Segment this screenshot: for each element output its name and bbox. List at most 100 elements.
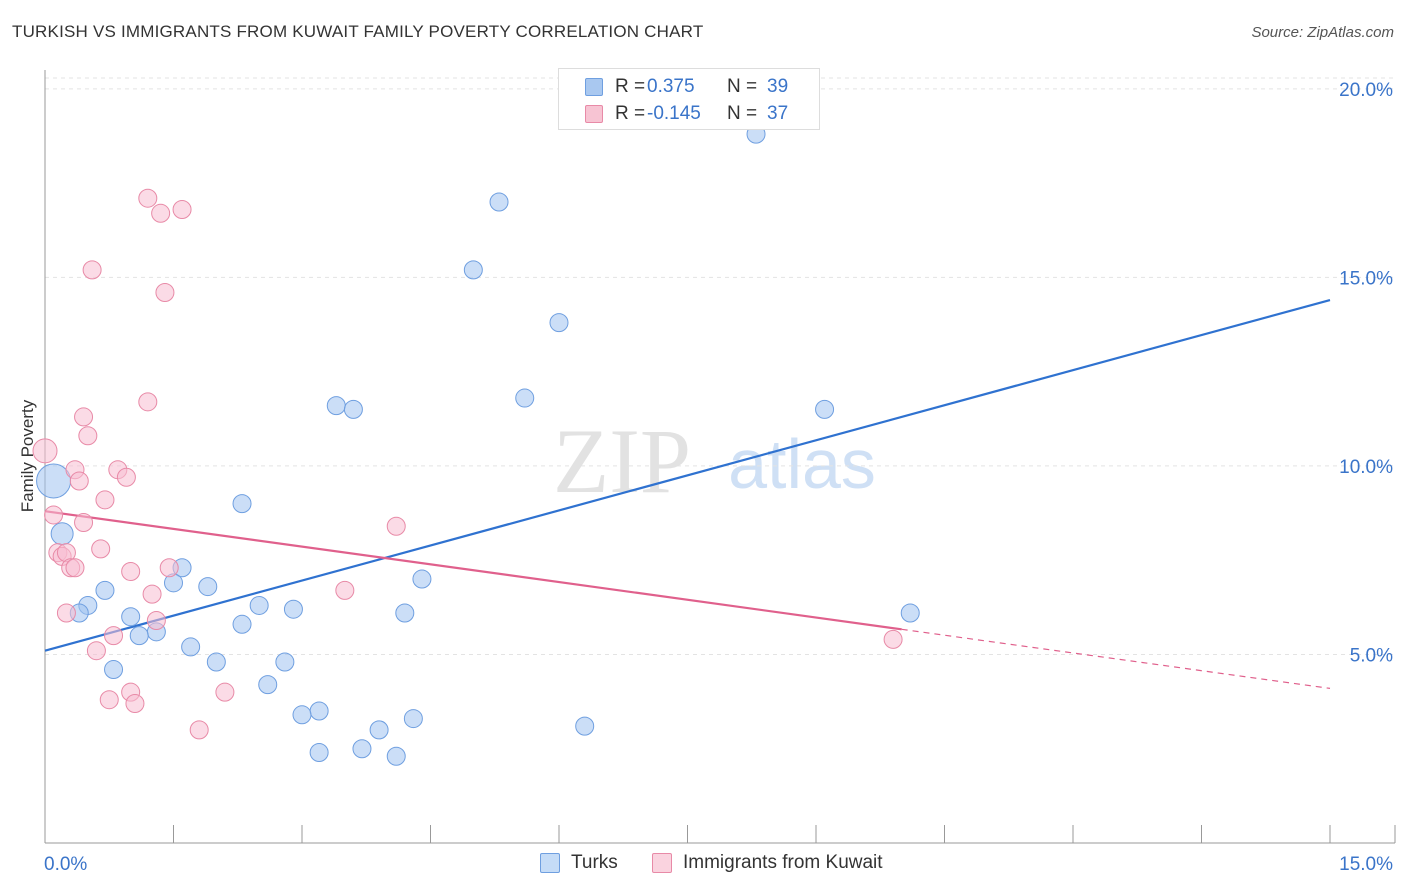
kuwait-point [44, 505, 64, 525]
turks-point [104, 660, 124, 680]
turks-point [386, 746, 406, 766]
kuwait-point [146, 611, 166, 631]
turks-point [352, 739, 372, 759]
turks-point [463, 260, 483, 280]
kuwait-point [99, 690, 119, 710]
n-value-kuwait: 37 [767, 103, 789, 124]
turks-swatch [585, 78, 603, 96]
turks-point [309, 701, 329, 721]
turks-point [95, 580, 115, 600]
kuwait-point [142, 584, 162, 604]
kuwait-point [138, 188, 158, 208]
x-tick-label-max: 15.0% [1339, 854, 1393, 875]
turks-point [515, 388, 535, 408]
kuwait-swatch [585, 105, 603, 123]
turks-point [900, 603, 920, 623]
trend-lines [44, 298, 1331, 689]
y-tick-label: 5.0% [1350, 645, 1393, 666]
turks-point [369, 720, 389, 740]
legend-label-turks: Turks [571, 852, 618, 873]
watermark-zip: ZIP [553, 410, 691, 512]
turks-point [412, 569, 432, 589]
kuwait-point [65, 558, 85, 578]
kuwait-point [883, 629, 903, 649]
watermark-atlas: atlas [728, 425, 876, 503]
turks-point [395, 603, 415, 623]
turks-point [121, 607, 141, 627]
r-label: R = [615, 103, 646, 124]
turks-point [815, 399, 835, 419]
kuwait-point [32, 438, 58, 464]
turks-point [129, 626, 149, 646]
r-label: R = [615, 76, 646, 97]
turks-point [232, 494, 252, 514]
kuwait-point [386, 516, 406, 536]
kuwait-point [151, 203, 171, 223]
turks-point [181, 637, 201, 657]
data-points [32, 124, 920, 766]
turks-trend-line [44, 298, 1331, 652]
kuwait-point [69, 471, 89, 491]
kuwait-point [82, 260, 102, 280]
turks-point [283, 599, 303, 619]
kuwait-point [78, 426, 98, 446]
legend-item-turks: Turks [540, 852, 618, 874]
kuwait-point [335, 580, 355, 600]
chart-title: TURKISH VS IMMIGRANTS FROM KUWAIT FAMILY… [12, 22, 704, 41]
kuwait-point [215, 682, 235, 702]
correlation-legend: R = 0.375 N = 39 R = -0.145 N = 37 [558, 68, 820, 130]
kuwait-point [91, 539, 111, 559]
kuwait-trend-line-extension [901, 628, 1331, 689]
turks-point [309, 743, 329, 763]
kuwait-point [86, 641, 106, 661]
turks-point [198, 577, 218, 597]
turks-point [232, 614, 252, 634]
kuwait-point [95, 490, 115, 510]
kuwait-legend-swatch [652, 853, 672, 873]
tick-labels: 5.0% 10.0% 15.0% 20.0% 0.0% 15.0% [44, 80, 1393, 875]
kuwait-point [138, 392, 158, 412]
turks-point [326, 396, 346, 416]
legend-item-kuwait: Immigrants from Kuwait [652, 852, 883, 874]
gridlines [45, 77, 1395, 655]
turks-point [292, 705, 312, 725]
y-tick-label: 20.0% [1339, 80, 1393, 101]
kuwait-point [125, 693, 145, 713]
kuwait-point [121, 562, 141, 582]
y-tick-label: 15.0% [1339, 268, 1393, 289]
turks-legend-swatch [540, 853, 560, 873]
kuwait-point [74, 407, 94, 427]
legend-row-kuwait: R = -0.145 N = 37 [585, 102, 788, 126]
kuwait-trend-line [44, 510, 902, 631]
kuwait-point [104, 626, 124, 646]
axes [44, 70, 1396, 844]
turks-point [36, 463, 72, 499]
r-value-turks: 0.375 [647, 76, 695, 97]
turks-point [403, 709, 423, 729]
kuwait-point [56, 603, 76, 623]
kuwait-point [189, 720, 209, 740]
turks-point [249, 595, 269, 615]
kuwait-point [116, 467, 136, 487]
n-label: N = [727, 103, 758, 124]
turks-point [489, 192, 509, 212]
kuwait-point [74, 512, 94, 532]
turks-point [343, 399, 363, 419]
n-label: N = [727, 76, 758, 97]
turks-point [50, 522, 74, 546]
kuwait-point [172, 200, 192, 220]
turks-point [575, 716, 595, 736]
turks-point [275, 652, 295, 672]
r-value-kuwait: -0.145 [647, 103, 701, 124]
legend-row-turks: R = 0.375 N = 39 [585, 75, 788, 99]
y-tick-label: 10.0% [1339, 457, 1393, 478]
n-value-turks: 39 [767, 76, 789, 97]
turks-point [258, 675, 278, 695]
turks-point [549, 313, 569, 333]
source-credit: Source: ZipAtlas.com [1251, 24, 1394, 41]
kuwait-point [155, 282, 175, 302]
legend-label-kuwait: Immigrants from Kuwait [683, 852, 883, 873]
y-axis-label: Family Poverty [18, 399, 37, 513]
turks-point [206, 652, 226, 672]
